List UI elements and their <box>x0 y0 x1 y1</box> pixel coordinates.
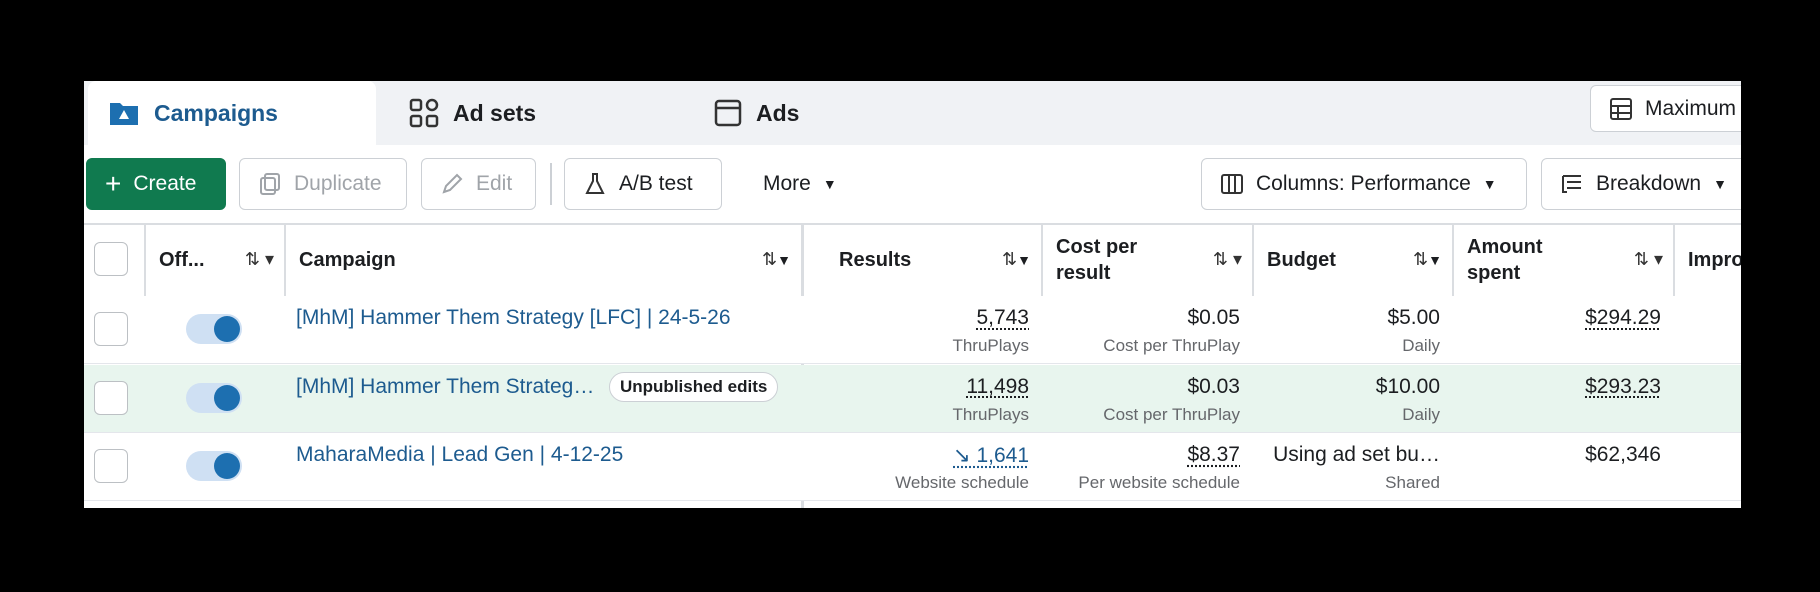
table-row <box>84 296 1741 364</box>
campaign-name[interactable]: [MhM] Hammer Them Strateg… <box>296 374 595 398</box>
header-label: Budget <box>1267 249 1336 271</box>
cell-sub: ThruPlays <box>952 336 1029 355</box>
button-label: A/B test <box>619 172 693 195</box>
column-header[interactable]: Off... ⇅ ▾ <box>159 224 274 296</box>
column-header[interactable]: Amount spent ⇅ ▾ <box>1467 224 1663 296</box>
dropdown-icon[interactable]: ▼ <box>1017 251 1031 268</box>
cell-sub: Cost per ThruPlay <box>1103 336 1240 355</box>
column-divider <box>1452 224 1454 296</box>
cell-sub: Per website schedule <box>1078 473 1240 492</box>
cell-value: $62,346 <box>1585 443 1661 466</box>
cell-value[interactable]: $294.29 <box>1585 306 1661 329</box>
header-label: Off... <box>159 249 205 271</box>
column-divider <box>144 224 146 296</box>
cell-sub: Daily <box>1402 336 1440 355</box>
cell-sub: Website schedule <box>895 473 1029 492</box>
duplicate-button[interactable]: Duplicate <box>239 158 407 210</box>
tab-label: Ad sets <box>453 99 537 126</box>
header-label: Campaign <box>299 249 396 271</box>
button-label: Edit <box>476 172 513 195</box>
button-label: Create <box>133 172 197 195</box>
dropdown-icon[interactable]: ▼ <box>1428 251 1442 268</box>
tab-label: Campaigns <box>154 99 278 126</box>
cell-value: $10.00 <box>1375 374 1440 398</box>
column-divider <box>1673 224 1675 296</box>
column-divider <box>1252 224 1254 296</box>
breakdown-button[interactable]: Breakdown ▼ <box>1541 158 1741 210</box>
checkbox[interactable] <box>94 380 128 415</box>
column-header[interactable]: Campaign ⇅ ▼ <box>299 224 791 296</box>
cell-sub: Daily <box>1402 404 1440 424</box>
tab[interactable]: Campaigns <box>88 81 376 145</box>
tab[interactable]: Ad sets <box>389 81 681 145</box>
create-button[interactable]: + Create <box>86 158 226 210</box>
table-row <box>84 433 1741 501</box>
tab-label: Ads <box>756 99 800 126</box>
badge: Unpublished edits <box>609 371 779 402</box>
header-label: Amount spent <box>1467 236 1543 284</box>
ads-manager-panel: Campaigns Ad sets Ads Maximum + Create Du… <box>84 81 1741 508</box>
dropdown-icon[interactable]: ▼ <box>777 251 791 268</box>
cell-value[interactable]: ↘ 1,641 <box>953 444 1029 467</box>
view-button[interactable]: Maximum <box>1590 85 1741 132</box>
button-label: Columns: Performance <box>1256 172 1471 195</box>
edit-button[interactable]: Edit <box>421 158 536 210</box>
sort-icon[interactable]: ⇅ <box>1413 249 1429 270</box>
toggle[interactable] <box>186 314 242 344</box>
header-label: Impro <box>1688 249 1741 271</box>
sort-icon[interactable]: ⇅ <box>762 249 778 270</box>
column-divider <box>284 224 286 296</box>
divider <box>84 223 1741 225</box>
column-header[interactable]: Results ⇅ ▼ <box>839 224 1031 296</box>
cell-value[interactable]: $8.37 <box>1187 443 1240 466</box>
campaign-name[interactable]: MaharaMedia | Lead Gen | 4-12-25 <box>296 443 624 466</box>
more-button[interactable]: More ▼ <box>744 158 854 210</box>
cell-sub: Shared <box>1385 473 1440 492</box>
separator <box>550 163 552 205</box>
cell-value[interactable]: 5,743 <box>976 306 1029 329</box>
cell-value: $0.03 <box>1187 374 1240 398</box>
header-label: Results <box>839 249 912 271</box>
button-label: Duplicate <box>294 172 382 195</box>
sort-icon[interactable]: ⇅ ▾ <box>244 249 274 270</box>
columns-button[interactable]: Columns: Performance ▼ <box>1201 158 1527 210</box>
toggle[interactable] <box>186 451 242 481</box>
cell-value: $5.00 <box>1387 306 1440 329</box>
sort-icon[interactable]: ⇅ <box>1002 249 1018 270</box>
toggle[interactable] <box>186 382 242 413</box>
column-divider <box>1041 224 1043 296</box>
checkbox[interactable] <box>94 312 128 346</box>
button-label: Breakdown <box>1596 172 1702 195</box>
cell-value[interactable]: 11,498 <box>966 374 1029 398</box>
column-header[interactable]: Budget ⇅ ▼ <box>1267 224 1442 296</box>
sort-icon[interactable]: ⇅ ▾ <box>1633 249 1663 270</box>
cell-sub: ThruPlays <box>952 404 1029 424</box>
tab[interactable]: Ads <box>694 81 987 145</box>
header-label: Cost per result <box>1056 236 1138 284</box>
cell-value: Using ad set bu… <box>1273 443 1440 466</box>
column-header[interactable]: Impro <box>1688 224 1741 296</box>
column-header[interactable]: Cost per result ⇅ ▾ <box>1056 224 1242 296</box>
ab-test-button[interactable]: A/B test <box>564 158 722 210</box>
cell-value[interactable]: $293.23 <box>1585 374 1661 398</box>
cell-value: $0.05 <box>1187 306 1240 329</box>
campaign-name[interactable]: [MhM] Hammer Them Strategy [LFC] | 24-5-… <box>296 306 731 329</box>
button-label: Maximum <box>1645 96 1737 120</box>
sort-icon[interactable]: ⇅ ▾ <box>1212 249 1242 270</box>
checkbox[interactable] <box>94 449 128 483</box>
button-label: More <box>763 172 811 195</box>
cell-sub: Cost per ThruPlay <box>1103 404 1240 424</box>
table-row <box>84 364 1741 433</box>
checkbox[interactable] <box>94 242 128 276</box>
